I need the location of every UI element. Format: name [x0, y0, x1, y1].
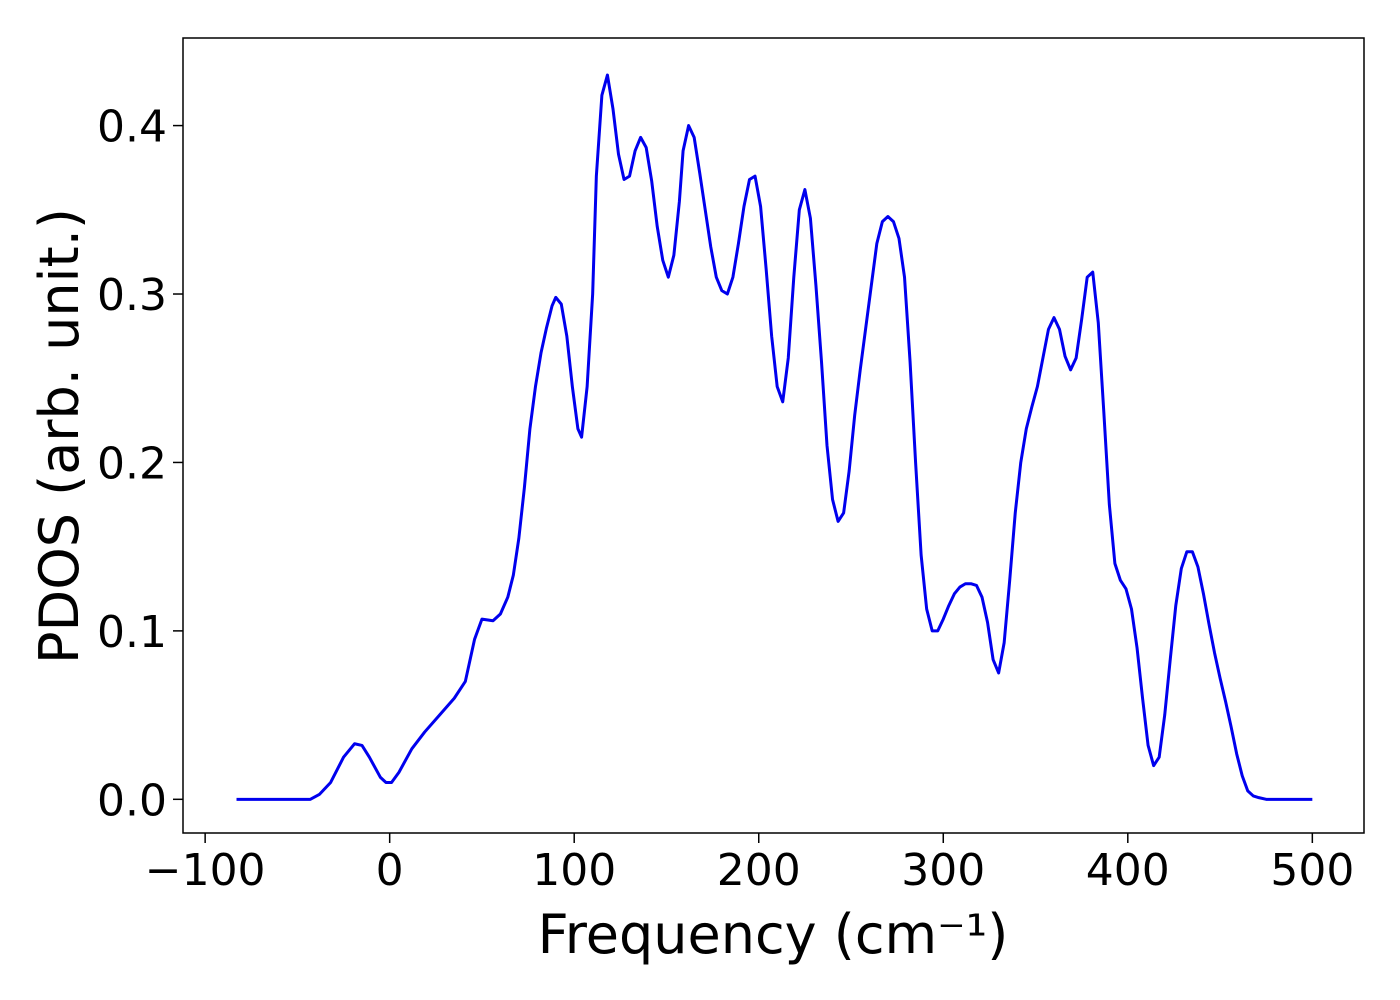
- x-tick-label: 100: [532, 845, 616, 896]
- y-axis-label: PDOS (arb. unit.): [28, 208, 91, 664]
- plot-frame: [182, 37, 1365, 834]
- y-tick-label: 0.4: [97, 102, 167, 153]
- x-tick-label: 500: [1270, 845, 1354, 896]
- x-tick-label: 400: [1086, 845, 1170, 896]
- y-tick-label: 0.2: [97, 438, 167, 489]
- pdos-line: [236, 73, 1313, 801]
- y-tick-label: 0.1: [97, 607, 167, 658]
- x-tick-label: −100: [145, 845, 266, 896]
- y-tick-label: 0.3: [97, 270, 167, 321]
- x-axis-label: Frequency (cm⁻¹): [538, 903, 1009, 966]
- x-tick-label: 0: [376, 845, 404, 896]
- y-tick-label: 0.0: [97, 775, 167, 826]
- x-tick-label: 200: [717, 845, 801, 896]
- x-tick-label: 300: [901, 845, 985, 896]
